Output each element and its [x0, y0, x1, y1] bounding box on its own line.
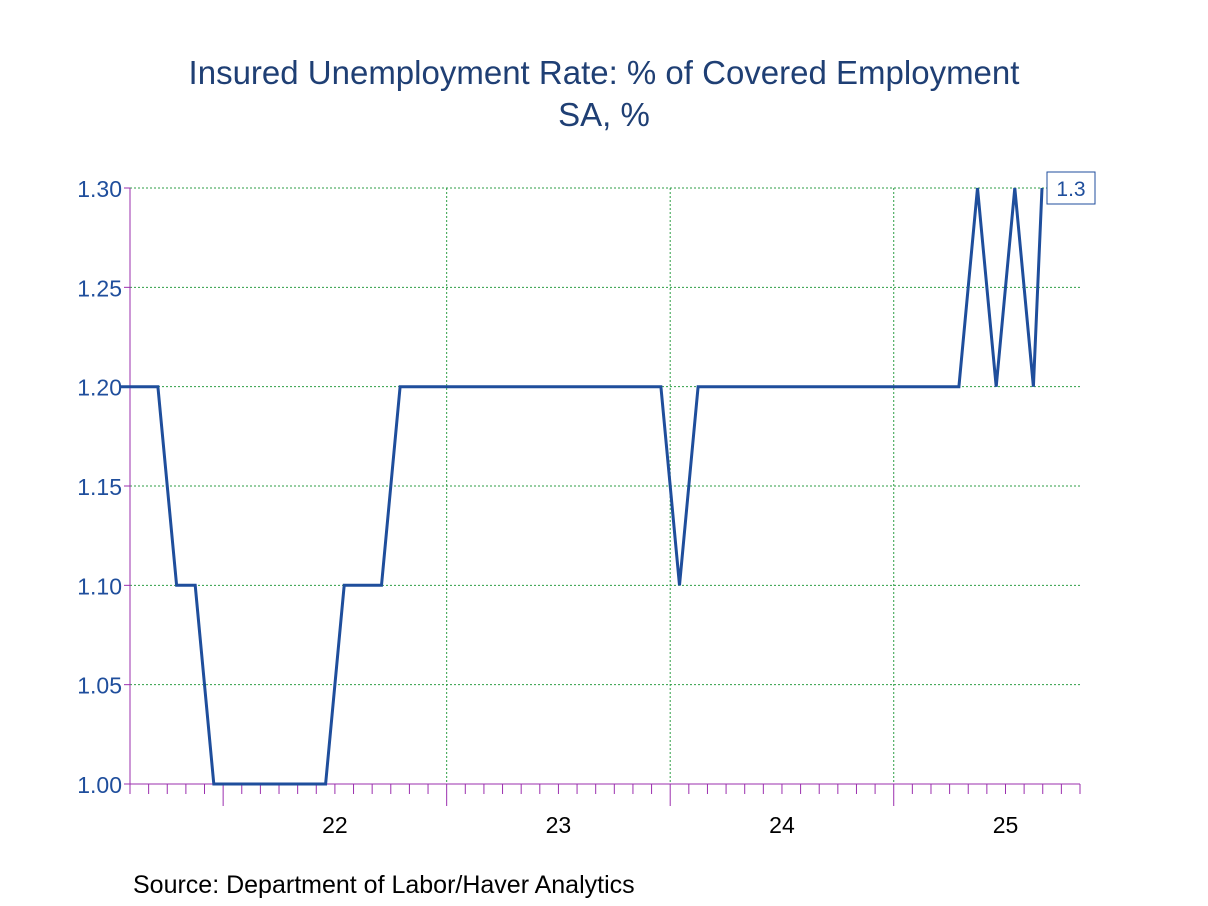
y-tick-label: 1.05: [77, 673, 122, 699]
y-tick-label: 1.30: [77, 176, 122, 202]
axes: [124, 187, 1081, 806]
source-note: Source: Department of Labor/Haver Analyt…: [133, 871, 635, 899]
y-tick-label: 1.25: [77, 275, 122, 301]
grid-lines: [130, 187, 1080, 784]
last-value-text: 1.3: [1056, 178, 1085, 201]
series-layer: [120, 187, 1044, 786]
x-tick-label: 25: [993, 812, 1019, 838]
last-value-box: [1046, 171, 1096, 205]
y-tick-label: 1.20: [77, 375, 122, 401]
y-tick-label: 1.00: [77, 772, 122, 798]
x-tick-label: 23: [546, 812, 572, 838]
y-tick-label: 1.10: [77, 573, 122, 599]
y-tick-label: 1.15: [77, 474, 122, 500]
x-tick-labels: 22 23 24 25: [322, 812, 1018, 838]
x-tick-label: 22: [322, 812, 348, 838]
y-tick-labels: 1.30 1.25 1.20 1.15 1.10 1.05 1.00: [77, 176, 122, 798]
x-tick-label: 24: [769, 812, 795, 838]
series-line: [120, 187, 1044, 786]
chart-subtitle: SA, %: [558, 96, 650, 133]
chart-title: Insured Unemployment Rate: % of Covered …: [188, 54, 1020, 91]
last-value-label: 1.3: [1046, 171, 1096, 205]
